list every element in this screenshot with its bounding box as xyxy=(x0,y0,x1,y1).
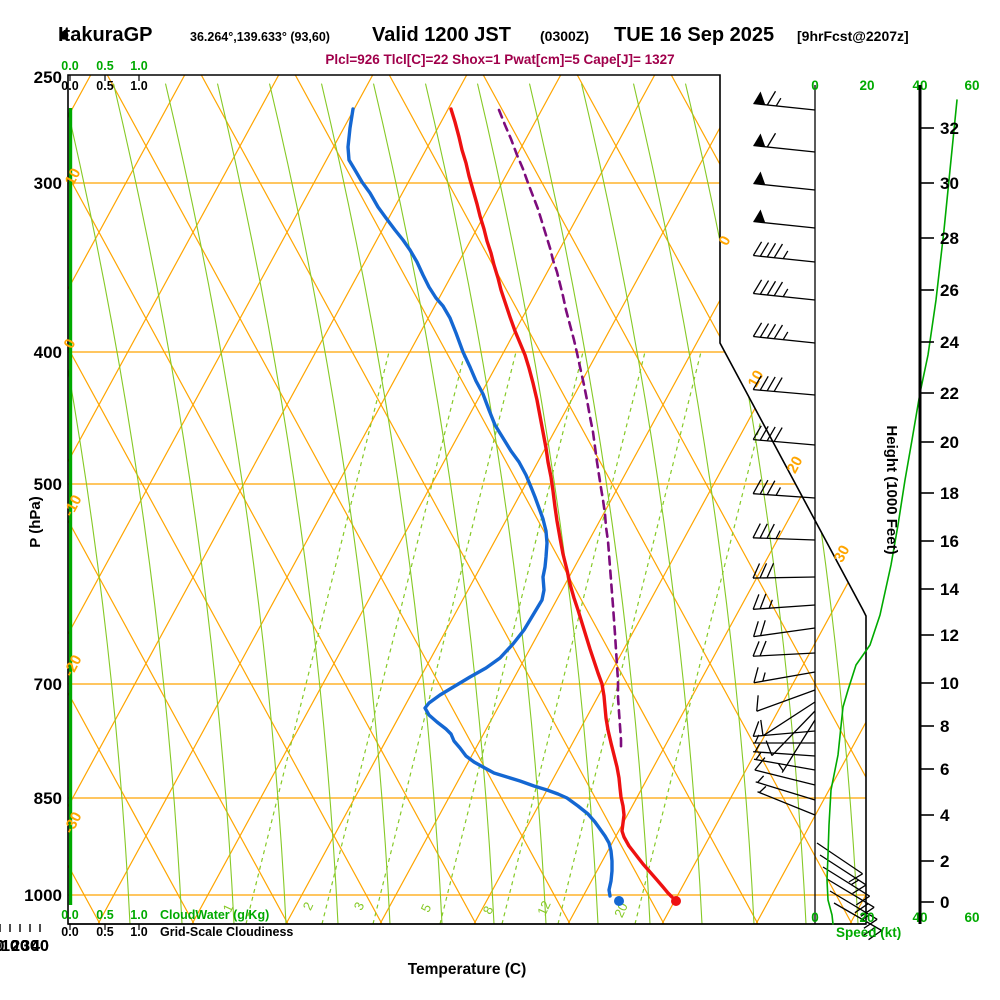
svg-text:500: 500 xyxy=(34,475,62,494)
svg-text:0.0: 0.0 xyxy=(61,59,78,73)
valid-time: Valid 1200 JST xyxy=(372,24,511,46)
svg-text:8: 8 xyxy=(480,904,497,917)
svg-text:14: 14 xyxy=(940,580,959,599)
svg-text:8: 8 xyxy=(940,717,949,736)
svg-text:400: 400 xyxy=(34,343,62,362)
svg-text:-30: -30 xyxy=(60,809,85,836)
svg-text:0: 0 xyxy=(0,938,5,955)
svg-text:0.5: 0.5 xyxy=(96,79,113,93)
svg-text:0: 0 xyxy=(811,910,819,925)
svg-text:Grid-Scale Cloudiness: Grid-Scale Cloudiness xyxy=(160,925,293,939)
svg-text:26: 26 xyxy=(940,281,959,300)
svg-text:20: 20 xyxy=(784,454,807,477)
svg-text:20: 20 xyxy=(611,900,631,919)
svg-text:60: 60 xyxy=(964,78,979,93)
svg-text:0.0: 0.0 xyxy=(61,908,78,922)
svg-text:300: 300 xyxy=(34,174,62,193)
dewpoint-curve xyxy=(346,107,624,906)
svg-text:-20: -20 xyxy=(60,652,85,679)
svg-text:0.5: 0.5 xyxy=(96,59,113,73)
wind-barbs xyxy=(752,85,883,941)
parcel-curve xyxy=(497,108,623,754)
speed-profile xyxy=(826,99,958,925)
station-coords: 36.264°,139.633° (93,60) xyxy=(190,30,330,44)
svg-text:-10: -10 xyxy=(0,938,2,955)
speed-axis: 00202040406060Speed (kt) xyxy=(811,78,979,940)
svg-text:10: 10 xyxy=(1,938,19,955)
mixing-ratio-lines xyxy=(245,349,780,924)
chart-title: ● ItakuraGP 36.264°,139.633° (93,60) Val… xyxy=(58,24,909,46)
svg-text:12: 12 xyxy=(534,898,554,917)
svg-text:16: 16 xyxy=(940,532,959,551)
svg-text:0.5: 0.5 xyxy=(96,925,113,939)
svg-text:-10: -10 xyxy=(0,938,2,955)
svg-text:Speed (kt): Speed (kt) xyxy=(836,925,901,940)
valid-date: TUE 16 Sep 2025 xyxy=(614,24,775,46)
svg-text:30: 30 xyxy=(831,543,854,566)
svg-text:CloudWater (g/Kg): CloudWater (g/Kg) xyxy=(160,908,269,922)
svg-text:10: 10 xyxy=(62,166,85,189)
svg-text:1000: 1000 xyxy=(24,886,62,905)
svg-text:18: 18 xyxy=(940,484,959,503)
svg-text:20: 20 xyxy=(859,910,874,925)
svg-text:5: 5 xyxy=(418,902,435,915)
svg-text:-10: -10 xyxy=(60,492,85,519)
svg-text:60: 60 xyxy=(964,910,979,925)
svg-text:850: 850 xyxy=(34,789,62,808)
svg-text:30: 30 xyxy=(940,174,959,193)
svg-text:1.0: 1.0 xyxy=(130,59,147,73)
svg-text:30: 30 xyxy=(21,938,39,955)
svg-text:28: 28 xyxy=(940,229,959,248)
svg-text:3: 3 xyxy=(351,900,368,913)
svg-text:0.0: 0.0 xyxy=(61,79,78,93)
svg-text:30: 30 xyxy=(21,938,39,955)
svg-text:10: 10 xyxy=(940,674,959,693)
svg-text:6: 6 xyxy=(940,760,949,779)
svg-text:250: 250 xyxy=(34,68,62,87)
forecast-tag: [9hrFcst@2207z] xyxy=(797,28,909,44)
svg-text:2: 2 xyxy=(300,900,317,913)
svg-text:40: 40 xyxy=(31,938,49,955)
svg-text:Temperature (C): Temperature (C) xyxy=(408,961,527,978)
svg-text:P (hPa): P (hPa) xyxy=(27,496,44,547)
cloud-scales: 0.0 0.0 0.0 0.0 0.5 0.5 0.5 0.5 1.0 1.0 1.0 1.0 Clou… xyxy=(61,59,293,939)
svg-text:2: 2 xyxy=(940,852,949,871)
svg-text:1.0: 1.0 xyxy=(130,925,147,939)
svg-text:0: 0 xyxy=(716,233,735,248)
svg-text:0.5: 0.5 xyxy=(96,908,113,922)
svg-text:4: 4 xyxy=(940,806,950,825)
svg-text:Height (1000 Feet): Height (1000 Feet) xyxy=(883,425,900,554)
svg-text:0: 0 xyxy=(0,938,5,955)
isobars xyxy=(68,182,866,896)
svg-text:32: 32 xyxy=(940,119,959,138)
svg-text:40: 40 xyxy=(31,938,49,955)
svg-text:0.0: 0.0 xyxy=(61,925,78,939)
temperature-axis: -30-30-20-20-10-10001010202030304040-30-… xyxy=(0,923,866,978)
sounding-indices: Plcl=926 Tlcl[C]=22 Shox=1 Pwat[cm]=5 Ca… xyxy=(325,52,675,67)
svg-text:700: 700 xyxy=(34,675,62,694)
svg-text:1.0: 1.0 xyxy=(130,908,147,922)
svg-text:20: 20 xyxy=(859,78,874,93)
svg-text:10: 10 xyxy=(745,368,768,391)
temperature-curve xyxy=(449,107,681,906)
pressure-axis: 250 300 400 500 700 850 1000 P (hPa) xyxy=(24,68,62,905)
svg-text:12: 12 xyxy=(940,626,959,645)
svg-text:0: 0 xyxy=(811,78,819,93)
svg-text:24: 24 xyxy=(940,333,959,352)
valid-zulu: (0300Z) xyxy=(540,28,590,44)
svg-text:1.0: 1.0 xyxy=(130,79,147,93)
svg-text:10: 10 xyxy=(1,938,19,955)
svg-text:20: 20 xyxy=(940,433,959,452)
svg-text:20: 20 xyxy=(11,938,29,955)
svg-text:20: 20 xyxy=(11,938,29,955)
svg-text:22: 22 xyxy=(940,384,959,403)
svg-text:0: 0 xyxy=(940,893,949,912)
